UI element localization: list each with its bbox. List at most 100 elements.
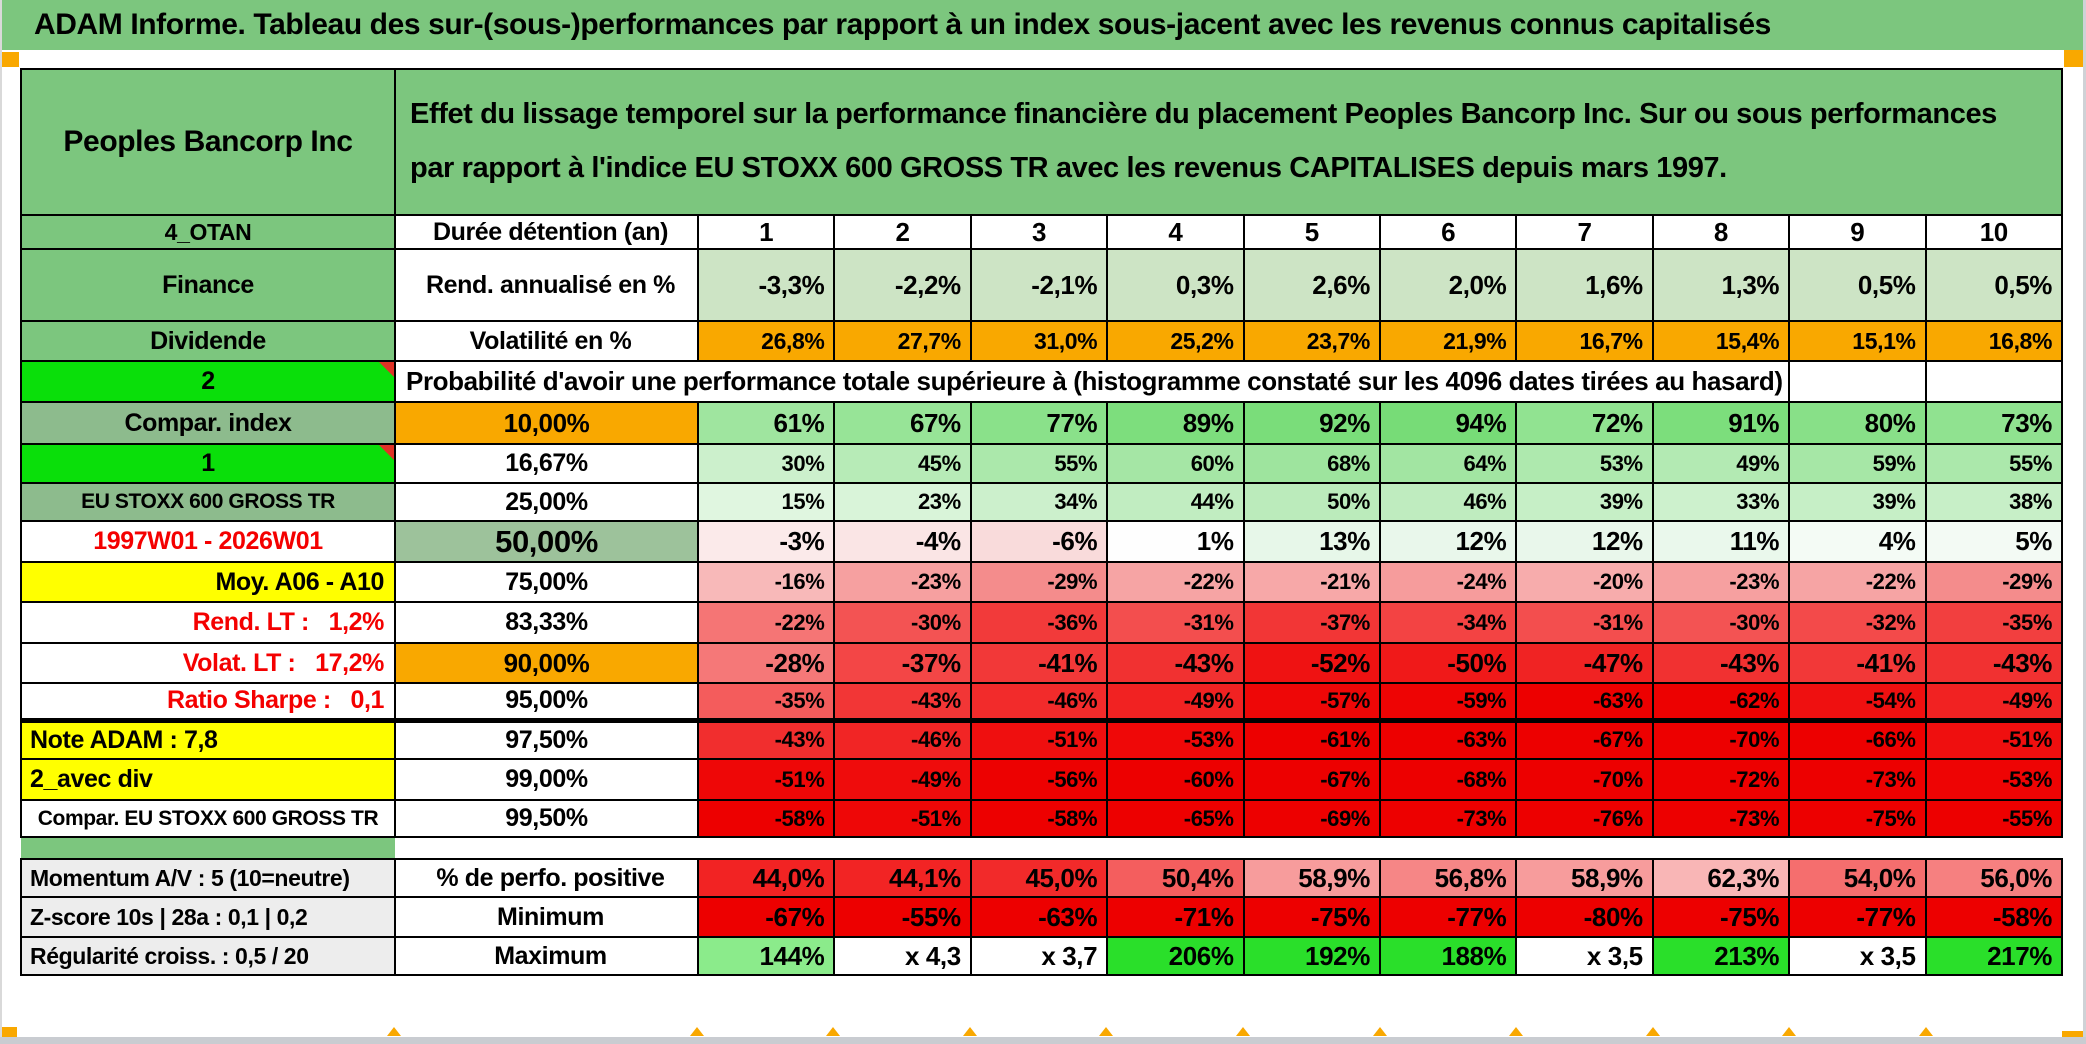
duration-col9[interactable]: 9	[1788, 214, 1927, 250]
perfo-positive-col8[interactable]: 62,3%	[1651, 858, 1791, 898]
p99-col8[interactable]: -72%	[1651, 758, 1791, 801]
headerblock-label[interactable]: Peoples Bancorp Inc	[20, 68, 396, 216]
volatilite-col8[interactable]: 15,4%	[1651, 320, 1791, 362]
maximum-desc[interactable]: Maximum	[394, 936, 699, 976]
p10-col4[interactable]: 89%	[1106, 401, 1245, 445]
volatilite-col10[interactable]: 16,8%	[1924, 320, 2064, 362]
p75-col9[interactable]: -22%	[1788, 561, 1927, 603]
p8333-col8[interactable]: -30%	[1651, 601, 1791, 644]
p25-label[interactable]: EU STOXX 600 GROSS TR	[20, 482, 396, 522]
p10-col9[interactable]: 80%	[1788, 401, 1927, 445]
p1667-col10[interactable]: 55%	[1924, 443, 2064, 484]
p90-col1[interactable]: -28%	[696, 642, 836, 684]
p8333-col6[interactable]: -34%	[1378, 601, 1518, 644]
perfo-positive-col10[interactable]: 56,0%	[1924, 858, 2064, 898]
p995-col8[interactable]: -73%	[1651, 799, 1791, 838]
p75-col2[interactable]: -23%	[833, 561, 972, 603]
minimum-label[interactable]: Z-score 10s | 28a : 0,1 | 0,2	[20, 896, 396, 938]
p25-col1[interactable]: 15%	[696, 482, 836, 522]
p90-col4[interactable]: -43%	[1106, 642, 1245, 684]
p75-col1[interactable]: -16%	[696, 561, 836, 603]
p99-col1[interactable]: -51%	[696, 758, 836, 801]
p25-col9[interactable]: 39%	[1788, 482, 1927, 522]
p10-col7[interactable]: 72%	[1515, 401, 1654, 445]
p99-col3[interactable]: -56%	[969, 758, 1109, 801]
rend-annualise-col4[interactable]: 0,3%	[1106, 248, 1245, 322]
p99-col4[interactable]: -60%	[1106, 758, 1245, 801]
minimum-col6[interactable]: -77%	[1378, 896, 1518, 938]
p975-col3[interactable]: -51%	[969, 719, 1109, 760]
p95-col3[interactable]: -46%	[969, 682, 1109, 723]
p8333-col4[interactable]: -31%	[1106, 601, 1245, 644]
p10-col1[interactable]: 61%	[696, 401, 836, 445]
prob-empty-col10[interactable]	[1924, 360, 2064, 403]
duration-col3[interactable]: 3	[969, 214, 1109, 250]
maximum-col7[interactable]: x 3,5	[1515, 936, 1654, 976]
prob-merged-text[interactable]: Probabilité d'avoir une performance tota…	[393, 360, 1791, 403]
p50-col8[interactable]: 11%	[1651, 520, 1791, 563]
p50-label[interactable]: 1997W01 - 2026W01	[20, 520, 396, 563]
minimum-col1[interactable]: -67%	[696, 896, 836, 938]
duration-col10[interactable]: 10	[1924, 214, 2064, 250]
p95-col9[interactable]: -54%	[1788, 682, 1927, 723]
p995-desc[interactable]: 99,50%	[394, 799, 699, 838]
p25-col8[interactable]: 33%	[1651, 482, 1791, 522]
volatilite-col7[interactable]: 16,7%	[1515, 320, 1654, 362]
p50-col6[interactable]: 12%	[1378, 520, 1518, 563]
p25-col4[interactable]: 44%	[1106, 482, 1245, 522]
p75-col10[interactable]: -29%	[1924, 561, 2064, 603]
p975-col1[interactable]: -43%	[696, 719, 836, 760]
p995-col5[interactable]: -69%	[1242, 799, 1381, 838]
p90-col10[interactable]: -43%	[1924, 642, 2064, 684]
prob-label[interactable]: 2	[20, 360, 396, 403]
rend-annualise-col7[interactable]: 1,6%	[1515, 248, 1654, 322]
p95-col4[interactable]: -49%	[1106, 682, 1245, 723]
maximum-col10[interactable]: 217%	[1924, 936, 2064, 976]
p995-col7[interactable]: -76%	[1515, 799, 1654, 838]
perfo-positive-col6[interactable]: 56,8%	[1378, 858, 1518, 898]
p8333-col2[interactable]: -30%	[833, 601, 972, 644]
rend-annualise-col8[interactable]: 1,3%	[1651, 248, 1791, 322]
p975-col9[interactable]: -66%	[1788, 719, 1927, 760]
p1667-col3[interactable]: 55%	[969, 443, 1109, 484]
prob-empty-col9[interactable]	[1788, 360, 1927, 403]
minimum-col5[interactable]: -75%	[1242, 896, 1381, 938]
volatilite-col9[interactable]: 15,1%	[1788, 320, 1927, 362]
rend-annualise-col1[interactable]: -3,3%	[696, 248, 836, 322]
volatilite-col6[interactable]: 21,9%	[1378, 320, 1518, 362]
p10-label[interactable]: Compar. index	[20, 401, 396, 445]
duration-col8[interactable]: 8	[1651, 214, 1791, 250]
rend-annualise-col9[interactable]: 0,5%	[1788, 248, 1927, 322]
p975-desc[interactable]: 97,50%	[394, 719, 699, 760]
minimum-col3[interactable]: -63%	[969, 896, 1109, 938]
p90-col8[interactable]: -43%	[1651, 642, 1791, 684]
volatilite-label[interactable]: Dividende	[20, 320, 396, 362]
volatilite-col3[interactable]: 31,0%	[969, 320, 1109, 362]
p99-col10[interactable]: -53%	[1924, 758, 2064, 801]
perfo-positive-col3[interactable]: 45,0%	[969, 858, 1109, 898]
p75-col3[interactable]: -29%	[969, 561, 1109, 603]
p995-col9[interactable]: -75%	[1788, 799, 1927, 838]
p90-col6[interactable]: -50%	[1378, 642, 1518, 684]
minimum-col7[interactable]: -80%	[1515, 896, 1654, 938]
p90-col2[interactable]: -37%	[833, 642, 972, 684]
p50-col7[interactable]: 12%	[1515, 520, 1654, 563]
p975-col6[interactable]: -63%	[1378, 719, 1518, 760]
rend-annualise-col10[interactable]: 0,5%	[1924, 248, 2064, 322]
p50-col10[interactable]: 5%	[1924, 520, 2064, 563]
duration-col5[interactable]: 5	[1242, 214, 1381, 250]
p25-col6[interactable]: 46%	[1378, 482, 1518, 522]
p50-col2[interactable]: -4%	[833, 520, 972, 563]
volatilite-col5[interactable]: 23,7%	[1242, 320, 1381, 362]
p10-col3[interactable]: 77%	[969, 401, 1109, 445]
p99-col9[interactable]: -73%	[1788, 758, 1927, 801]
volatilite-desc[interactable]: Volatilité en %	[394, 320, 699, 362]
rend-annualise-col6[interactable]: 2,0%	[1378, 248, 1518, 322]
p995-col10[interactable]: -55%	[1924, 799, 2064, 838]
p995-col6[interactable]: -73%	[1378, 799, 1518, 838]
volatilite-col4[interactable]: 25,2%	[1106, 320, 1245, 362]
volatilite-col1[interactable]: 26,8%	[696, 320, 836, 362]
p95-col5[interactable]: -57%	[1242, 682, 1381, 723]
duration-col6[interactable]: 6	[1378, 214, 1518, 250]
p75-col8[interactable]: -23%	[1651, 561, 1791, 603]
